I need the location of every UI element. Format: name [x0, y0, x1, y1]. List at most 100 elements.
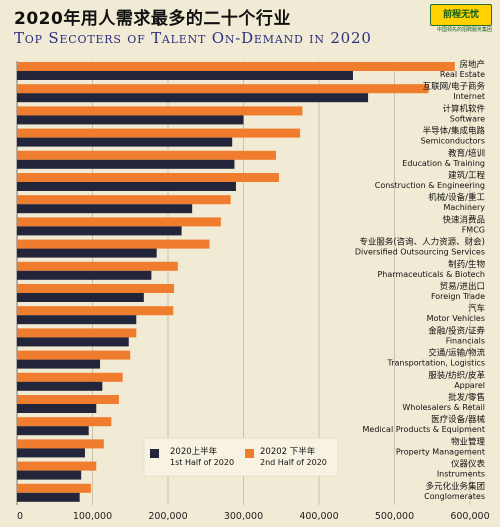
category-label-en: Motor Vehicles: [427, 314, 485, 323]
bar-1st-half: [17, 381, 103, 391]
bar-1st-half: [17, 426, 89, 436]
bar-2nd-half: [17, 239, 210, 249]
category-label-cn: 教育/培训: [448, 148, 485, 159]
legend-swatch-1st-half: [150, 449, 159, 458]
category-label-cn: 专业服务(咨询、人力资源、财会): [359, 237, 485, 248]
category-label-en: Transportation, Logistics: [387, 359, 485, 368]
bar-2nd-half: [17, 62, 455, 71]
bar-2nd-half: [17, 128, 301, 138]
category-label-en: Financials: [446, 336, 485, 345]
category-label-en: Education & Training: [402, 159, 485, 168]
bar-1st-half: [17, 226, 182, 236]
category-label-cn: 物业管理: [451, 436, 486, 447]
x-tick-label: 600,000: [450, 511, 489, 522]
category-label-cn: 医疗设备/器械: [431, 414, 485, 425]
category-label-en: Instruments: [437, 470, 485, 479]
category-label-en: Conglomerates: [424, 492, 485, 501]
x-tick-label: 300,000: [224, 511, 263, 522]
bar-2nd-half: [17, 106, 303, 116]
bar-2nd-half: [17, 217, 221, 227]
category-label-en: Software: [450, 114, 485, 123]
category-label-en: Semiconductors: [421, 137, 485, 146]
bar-2nd-half: [17, 350, 131, 360]
category-label-en: Medical Products & Equipment: [363, 425, 485, 434]
bar-2nd-half: [17, 195, 231, 205]
category-label-cn: 多元化业务集团: [425, 481, 485, 492]
category-label-cn: 金融/投资/证券: [428, 325, 485, 336]
chart-title-en: Top Secoters of Talent On-Demand in 2020: [14, 29, 372, 47]
category-label-cn: 交通/运输/物流: [428, 348, 485, 359]
category-label-cn: 制药/生物: [448, 259, 485, 270]
legend-label-2nd-half-en: 2nd Half of 2020: [260, 458, 327, 467]
bar-1st-half: [17, 93, 369, 103]
logo-tagline: 中国领先的招聘服务集团: [436, 27, 492, 33]
category-label-cn: 汽车: [468, 303, 485, 314]
bar-1st-half: [17, 404, 97, 413]
category-label-en: Internet: [453, 92, 485, 101]
category-label-en: Diversified Outsourcing Services: [355, 248, 485, 257]
bar-2nd-half: [17, 173, 279, 182]
category-label-cn: 快速消费品: [442, 214, 485, 225]
x-tick-label: 500,000: [375, 511, 414, 522]
bar-2nd-half: [17, 461, 97, 471]
category-label-en: Apparel: [454, 381, 485, 390]
bar-2nd-half: [17, 306, 174, 316]
category-label-en: Construction & Engineering: [375, 181, 485, 190]
bar-2nd-half: [17, 84, 429, 94]
legend-box: [143, 437, 339, 477]
bar-2nd-half: [17, 439, 104, 449]
bar-2nd-half: [17, 483, 91, 493]
bar-1st-half: [17, 492, 80, 502]
bar-1st-half: [17, 204, 193, 214]
bar-1st-half: [17, 337, 129, 347]
bar-2nd-half: [17, 417, 112, 427]
x-tick-label: 0: [17, 511, 23, 522]
bar-2nd-half: [17, 372, 123, 382]
x-tick-label: 400,000: [299, 511, 338, 522]
category-label-cn: 贸易/进出口: [440, 281, 485, 292]
category-label-cn: 仪器仪表: [451, 459, 486, 470]
bar-1st-half: [17, 470, 82, 480]
category-label-en: Pharmaceuticals & Biotech: [377, 270, 485, 279]
bar-1st-half: [17, 359, 101, 369]
legend-swatch-2nd-half: [245, 449, 254, 458]
category-label-en: Foreign Trade: [431, 292, 485, 301]
category-label-cn: 房地产: [459, 59, 485, 70]
category-label-en: FMCG: [462, 225, 485, 234]
category-label-en: Real Estate: [440, 70, 485, 79]
bar-1st-half: [17, 159, 235, 169]
legend-label-2nd-half-cn: 20202 下半年: [260, 446, 316, 457]
bar-2nd-half: [17, 261, 178, 271]
chart-title-cn: 2020年用人需求最多的二十个行业: [14, 9, 291, 29]
chart-header: 2020年用人需求最多的二十个行业 Top Secoters of Talent…: [0, 0, 500, 56]
category-label-en: Property Management: [396, 447, 485, 456]
bar-1st-half: [17, 115, 244, 125]
category-label-cn: 半导体/集成电路: [423, 126, 486, 137]
legend-label-1st-half-cn: 2020上半年: [170, 446, 218, 457]
category-label-cn: 建筑/工程: [448, 170, 485, 181]
category-label-cn: 批发/零售: [448, 392, 485, 403]
category-label-cn: 计算机软件: [442, 103, 485, 114]
bar-1st-half: [17, 270, 152, 280]
logo-badge: 前程无忧: [430, 4, 492, 26]
category-label-cn: 互联网/电子商务: [423, 81, 486, 92]
x-tick-label: 100,000: [73, 511, 112, 522]
bar-2nd-half: [17, 395, 119, 404]
bar-1st-half: [17, 71, 353, 80]
bar-1st-half: [17, 137, 233, 147]
category-label-cn: 机械/设备/重工: [428, 192, 485, 203]
bar-2nd-half: [17, 328, 137, 338]
bar-1st-half: [17, 293, 144, 302]
bar-1st-half: [17, 315, 137, 325]
x-tick-label: 200,000: [148, 511, 187, 522]
legend-label-1st-half-en: 1st Half of 2020: [170, 458, 234, 467]
bar-2nd-half: [17, 150, 276, 160]
brand-logo: 前程无忧 中国领先的招聘服务集团: [406, 4, 492, 34]
category-label-cn: 服装/纺织/皮革: [428, 370, 485, 381]
bar-1st-half: [17, 248, 157, 258]
bar-1st-half: [17, 182, 236, 191]
bar-1st-half: [17, 448, 85, 458]
bar-2nd-half: [17, 284, 175, 293]
category-label-en: Wholesalers & Retail: [402, 403, 485, 412]
